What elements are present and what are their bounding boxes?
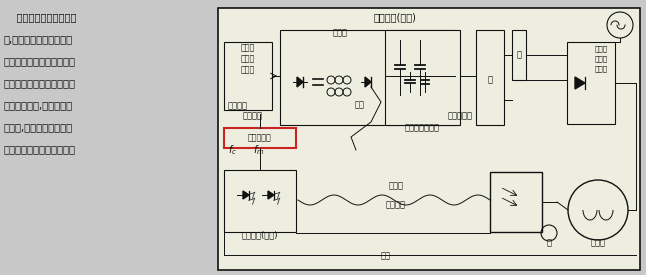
Bar — [280, 30, 455, 125]
Text: 频率比较器: 频率比较器 — [248, 133, 272, 142]
Text: 相位控: 相位控 — [241, 43, 255, 52]
Text: 双绞线: 双绞线 — [388, 181, 404, 190]
Text: 光耦合器(发送): 光耦合器(发送) — [374, 12, 417, 22]
Text: 光可控硅整流器: 光可控硅整流器 — [405, 123, 440, 132]
Text: 硅开关: 硅开关 — [594, 65, 607, 72]
Bar — [224, 42, 272, 110]
Text: 器,对正在运行的电机速度: 器,对正在运行的电机速度 — [4, 34, 73, 44]
Bar — [224, 170, 296, 232]
Text: 光耦合器(接收): 光耦合器(接收) — [242, 230, 278, 239]
Text: 电: 电 — [517, 51, 521, 59]
Text: 中的机械部件,因而避免了: 中的机械部件,因而避免了 — [4, 100, 73, 110]
Text: 发器件: 发器件 — [241, 65, 255, 74]
Text: 来自负载的高压瞬态影响。: 来自负载的高压瞬态影响。 — [4, 144, 76, 154]
Bar — [490, 172, 542, 232]
Text: 双绞线: 双绞线 — [333, 28, 348, 37]
Text: 桥: 桥 — [488, 75, 492, 84]
Polygon shape — [243, 191, 249, 199]
Text: 误差信号: 误差信号 — [228, 101, 248, 110]
Text: 制与触: 制与触 — [241, 54, 255, 63]
Bar — [567, 42, 615, 124]
Polygon shape — [268, 191, 274, 199]
Text: $f_m$: $f_m$ — [253, 143, 265, 157]
Bar — [512, 30, 526, 80]
Text: 电动机: 电动机 — [590, 238, 605, 247]
Polygon shape — [365, 77, 371, 87]
Bar — [224, 128, 296, 148]
Text: $f_c$: $f_c$ — [228, 143, 237, 157]
Text: 种电路分离了电机控制网络: 种电路分离了电机控制网络 — [4, 78, 76, 88]
Text: 实施光电控制的电路。因这: 实施光电控制的电路。因这 — [4, 56, 76, 66]
Bar — [218, 8, 640, 270]
Text: 三端双: 三端双 — [594, 45, 607, 52]
Text: 地回路,保护逻辑电路免受: 地回路,保护逻辑电路免受 — [4, 122, 73, 132]
Bar — [385, 30, 460, 125]
Text: 光纤: 光纤 — [381, 251, 391, 260]
Bar — [476, 30, 504, 125]
Text: 反馈路径: 反馈路径 — [386, 200, 406, 209]
Text: 本电路是使用光电耦合: 本电路是使用光电耦合 — [4, 12, 76, 22]
Text: 向可控: 向可控 — [594, 55, 607, 62]
Polygon shape — [575, 77, 585, 89]
Text: 触: 触 — [547, 238, 552, 247]
Polygon shape — [297, 77, 303, 87]
Text: 反射敏感器: 反射敏感器 — [448, 111, 472, 120]
Text: 光纤: 光纤 — [355, 100, 365, 109]
Text: 误差信号: 误差信号 — [243, 111, 263, 120]
